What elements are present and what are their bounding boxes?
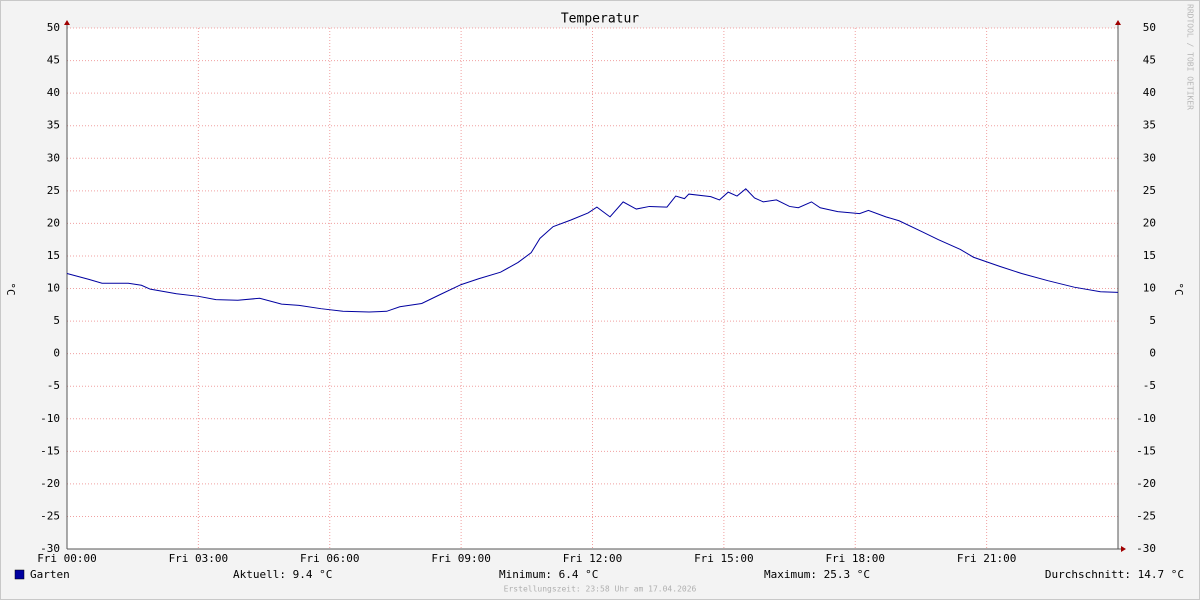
y2-tick-label: 40 [1143, 86, 1156, 99]
y-tick-label: 5 [53, 314, 60, 327]
y-tick-label: -30 [40, 542, 60, 555]
y-tick-label: 15 [47, 249, 60, 262]
legend-stat: Minimum: 6.4 °C [499, 568, 598, 581]
y-tick-label: 50 [47, 21, 60, 34]
x-tick-label: Fri 06:00 [300, 552, 360, 565]
y-tick-label: 40 [47, 86, 60, 99]
y-tick-label: 45 [47, 54, 60, 67]
y-tick-label: -15 [40, 444, 60, 457]
y2-tick-label: -5 [1143, 379, 1156, 392]
y2-tick-label: 35 [1143, 119, 1156, 132]
y2-tick-label: 50 [1143, 21, 1156, 34]
y-tick-label: -5 [47, 379, 60, 392]
arrow [64, 20, 70, 25]
x-tick-label: Fri 03:00 [169, 552, 229, 565]
y-tick-label: -10 [40, 412, 60, 425]
x-tick-label: Fri 12:00 [563, 552, 623, 565]
y2-tick-label: 0 [1149, 347, 1156, 360]
y2-tick-label: -20 [1136, 477, 1156, 490]
y-tick-label: -20 [40, 477, 60, 490]
y-tick-label: 20 [47, 216, 60, 229]
y2-tick-label: 30 [1143, 151, 1156, 164]
arrow [1115, 20, 1121, 25]
y-tick-label: 0 [53, 347, 60, 360]
y2-tick-label: -10 [1136, 412, 1156, 425]
y2-tick-label: 45 [1143, 54, 1156, 67]
data-line [66, 188, 1119, 313]
x-tick-label: Fri 15:00 [694, 552, 754, 565]
legend-stat: Maximum: 25.3 °C [764, 568, 870, 581]
x-tick-label: Fri 00:00 [37, 552, 97, 565]
chart-title: Temperatur [561, 12, 639, 27]
y2-tick-label: 25 [1143, 184, 1156, 197]
legend-stat: Aktuell: 9.4 °C [233, 568, 332, 581]
legend-swatch [14, 569, 25, 580]
y2-tick-label: 20 [1143, 216, 1156, 229]
y-tick-label: 35 [47, 119, 60, 132]
y2-tick-label: 15 [1143, 249, 1156, 262]
legend-label: Garten [30, 568, 70, 581]
x-tick-label: Fri 18:00 [825, 552, 885, 565]
y-tick-label: -25 [40, 509, 60, 522]
y2-axis-label: °C [1172, 282, 1185, 295]
x-tick-label: Fri 21:00 [957, 552, 1017, 565]
legend-stat: Durchschnitt: 14.7 °C [1045, 568, 1184, 581]
y-tick-label: 25 [47, 184, 60, 197]
y2-tick-label: -30 [1136, 542, 1156, 555]
y-tick-label: 10 [47, 282, 60, 295]
footer: Erstellungszeit: 23:58 Uhr am 17.04.2026 [504, 585, 697, 594]
watermark: RRDTOOL / TOBI OETIKER [1186, 4, 1195, 110]
y2-tick-label: -25 [1136, 509, 1156, 522]
y-tick-label: 30 [47, 151, 60, 164]
y2-tick-label: 5 [1149, 314, 1156, 327]
y-axis-label: °C [4, 282, 17, 295]
y2-tick-label: 10 [1143, 282, 1156, 295]
arrow [1121, 546, 1126, 552]
y2-tick-label: -15 [1136, 444, 1156, 457]
x-tick-label: Fri 09:00 [431, 552, 491, 565]
